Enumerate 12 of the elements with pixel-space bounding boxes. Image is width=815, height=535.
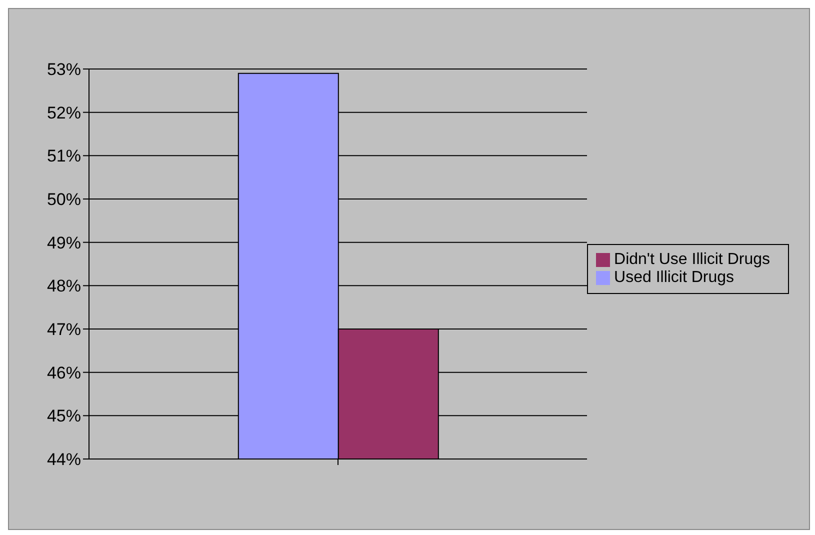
y-tick-label: 50% (46, 190, 81, 210)
y-tick-label: 51% (46, 146, 81, 166)
y-tick-label: 47% (46, 320, 81, 340)
legend-label: Didn't Use Illicit Drugs (614, 251, 770, 268)
y-tick-label: 49% (46, 233, 81, 252)
y-tick-label: 45% (46, 406, 81, 426)
y-tick-label: 46% (46, 363, 81, 382)
y-tick-label: 44% (46, 450, 81, 470)
y-tick-label: 52% (46, 103, 81, 122)
y-tick-label: 53% (46, 60, 81, 80)
y-tick-label: 48% (46, 276, 81, 296)
legend-label: Used Illicit Drugs (614, 269, 734, 286)
